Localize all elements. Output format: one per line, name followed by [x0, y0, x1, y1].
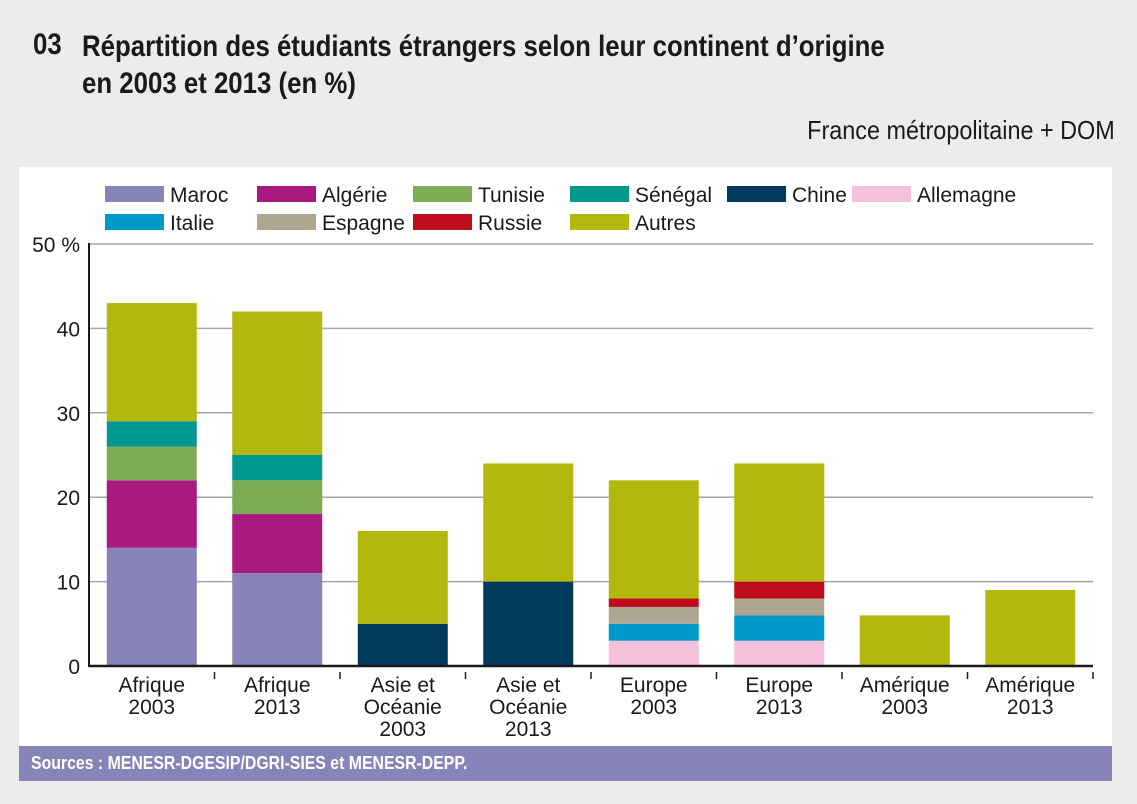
- legend-item-espagne: Espagne: [257, 212, 405, 235]
- x-tick-label: 2013: [1007, 696, 1054, 719]
- y-tick-label: 0: [68, 656, 80, 679]
- legend-swatch: [413, 214, 472, 230]
- legend-swatch: [852, 186, 911, 202]
- bar-segment-russie: [608, 598, 699, 607]
- bar-segment-russie: [734, 581, 825, 599]
- bar-segment-allemagne: [734, 640, 825, 666]
- legend-item-chine: Chine: [727, 184, 847, 207]
- x-tick-label: Europe: [620, 674, 688, 697]
- x-tick-label: 2003: [379, 718, 426, 741]
- legend-swatch: [570, 214, 629, 230]
- bar-segment-autres: [859, 615, 950, 666]
- bar-segment-tunisie: [232, 480, 323, 515]
- legend-label: Chine: [792, 184, 847, 207]
- legend-label: Autres: [635, 212, 696, 235]
- x-tick-label: 2013: [756, 696, 803, 719]
- bar-segment-sénégal: [106, 421, 197, 447]
- x-tick-label: Afrique: [244, 674, 311, 697]
- bar-segment-autres: [483, 463, 574, 582]
- legend-item-algérie: Algérie: [257, 184, 387, 207]
- legend-label: Italie: [170, 212, 214, 235]
- x-tick-label: 2003: [881, 696, 928, 719]
- legend-item-sénégal: Sénégal: [570, 184, 712, 207]
- legend-swatch: [257, 186, 316, 202]
- chart-number: 03: [33, 28, 62, 61]
- x-tick-label: 2013: [254, 696, 301, 719]
- x-tick-label: Océanie: [489, 696, 567, 719]
- x-tick-label: Asie et: [496, 674, 560, 697]
- x-tick-label: 2003: [630, 696, 677, 719]
- legend-label: Sénégal: [635, 184, 712, 207]
- bar-segment-autres: [608, 480, 699, 599]
- legend-item-maroc: Maroc: [105, 184, 228, 207]
- bar-segment-maroc: [232, 573, 323, 666]
- bar-segment-algérie: [106, 480, 197, 548]
- chart-subtitle: France métropolitaine + DOM: [807, 115, 1115, 145]
- bar-segment-allemagne: [608, 640, 699, 666]
- sources-text: Sources : MENESR-DGESIP/DGRI-SIES et MEN…: [31, 753, 468, 773]
- chart-title-line-2: en 2003 et 2013 (en %): [82, 67, 356, 100]
- bar-segment-autres: [357, 530, 448, 624]
- bar-segment-italie: [608, 623, 699, 641]
- legend-label: Russie: [478, 212, 542, 235]
- legend: Maroc Algérie Tunisie Sénégal Chine Allemagne…: [105, 184, 1016, 235]
- x-tick-label: 2003: [128, 696, 175, 719]
- x-tick-label: Amérique: [985, 674, 1075, 697]
- x-tick-label: Europe: [745, 674, 813, 697]
- legend-label: Espagne: [322, 212, 405, 235]
- legend-label: Tunisie: [478, 184, 545, 207]
- bar-segment-italie: [734, 615, 825, 641]
- legend-swatch: [105, 214, 164, 230]
- y-tick-label: 10: [57, 572, 80, 595]
- legend-item-allemagne: Allemagne: [852, 184, 1016, 207]
- bar-segment-autres: [106, 303, 197, 422]
- legend-swatch: [570, 186, 629, 202]
- bar-segment-algérie: [232, 514, 323, 574]
- bar-segment-tunisie: [106, 446, 197, 481]
- x-tick-label: 2013: [505, 718, 552, 741]
- legend-item-tunisie: Tunisie: [413, 184, 545, 207]
- bar-segment-autres: [734, 463, 825, 582]
- legend-item-autres: Autres: [570, 212, 696, 235]
- bar-segment-sénégal: [232, 455, 323, 481]
- legend-swatch: [727, 186, 786, 202]
- legend-item-russie: Russie: [413, 212, 542, 235]
- x-tick-label: Afrique: [118, 674, 185, 697]
- bar-segment-chine: [483, 581, 574, 666]
- y-tick-labels: 0 10 20 30 40 50 %: [32, 234, 80, 679]
- x-tick-label: Asie et: [371, 674, 435, 697]
- axes: [88, 243, 1094, 679]
- x-tick-label: Amérique: [860, 674, 950, 697]
- bar-segment-espagne: [734, 598, 825, 616]
- legend-label: Maroc: [170, 184, 228, 207]
- legend-swatch: [257, 214, 316, 230]
- chart-title-line-1: Répartition des étudiants étrangers selo…: [82, 30, 885, 63]
- legend-label: Allemagne: [917, 184, 1016, 207]
- bars: [106, 303, 1076, 666]
- legend-item-italie: Italie: [105, 212, 214, 235]
- sources-footer: Sources : MENESR-DGESIP/DGRI-SIES et MEN…: [19, 746, 1112, 781]
- bar-segment-maroc: [106, 547, 197, 666]
- bar-segment-chine: [357, 623, 448, 666]
- y-tick-label: 50 %: [32, 234, 80, 257]
- bar-segment-autres: [232, 311, 323, 455]
- y-tick-label: 30: [57, 403, 80, 426]
- y-tick-label: 20: [57, 487, 80, 510]
- legend-label: Algérie: [322, 184, 387, 207]
- chart-title: Répartition des étudiants étrangers selo…: [82, 28, 885, 102]
- bar-segment-espagne: [608, 606, 699, 624]
- bar-segment-autres: [985, 590, 1076, 666]
- x-tick-label: Océanie: [364, 696, 442, 719]
- legend-swatch: [413, 186, 472, 202]
- legend-swatch: [105, 186, 164, 202]
- y-tick-label: 40: [57, 318, 80, 341]
